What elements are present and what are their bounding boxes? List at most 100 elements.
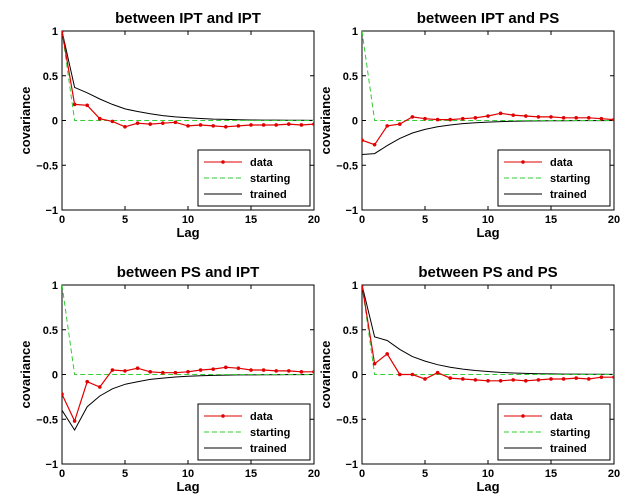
x-axis-label: Lag — [176, 479, 199, 494]
data-point — [161, 121, 165, 125]
y-tick-label: 0 — [352, 116, 358, 128]
chart-panel-2: 0 5 10 15 20 −1 −0.5 0 0.5 1 between IPT and PS Lag… — [318, 10, 620, 240]
data-point — [236, 366, 241, 371]
data-point — [224, 124, 228, 129]
series-line-starting — [62, 31, 314, 121]
data-point — [524, 114, 528, 118]
series-group — [362, 285, 614, 383]
y-tick-label: −0.5 — [336, 160, 358, 172]
legend-label-data: data — [550, 157, 574, 169]
data-point — [299, 370, 304, 374]
data-point — [274, 369, 279, 373]
data-point — [486, 378, 490, 383]
data-point — [524, 378, 528, 383]
data-point — [211, 124, 215, 128]
data-point — [123, 124, 127, 129]
y-tick-label: −0.5 — [336, 414, 358, 426]
data-point — [599, 375, 604, 379]
y-tick-label: −1 — [345, 205, 358, 217]
data-point — [536, 378, 541, 382]
legend-label-starting: starting — [250, 173, 290, 185]
data-point — [173, 370, 178, 375]
x-tick-label: 5 — [422, 214, 428, 226]
legend: data starting trained — [497, 149, 611, 207]
data-point — [435, 370, 440, 375]
data-point — [236, 124, 241, 128]
series-line-starting — [362, 285, 614, 375]
legend-label-trained: trained — [250, 443, 287, 455]
data-point — [511, 378, 515, 382]
chart-title: between IPT and IPT — [115, 10, 261, 27]
data-point — [448, 117, 453, 122]
x-tick-label: 10 — [182, 214, 194, 226]
data-point — [261, 368, 266, 372]
legend-label-data: data — [250, 411, 274, 423]
data-point — [123, 369, 127, 373]
legend-label-trained: trained — [550, 443, 587, 455]
x-tick-label: 20 — [608, 214, 620, 226]
chart-title: between IPT and PS — [417, 10, 560, 27]
y-axis-label: covariance — [18, 87, 33, 155]
data-point — [398, 122, 402, 126]
x-tick-label: 10 — [182, 468, 194, 480]
data-point — [72, 419, 77, 423]
data-point — [211, 367, 215, 371]
data-point — [561, 377, 566, 381]
legend-label-trained: trained — [550, 189, 587, 201]
y-tick-label: 0.5 — [43, 325, 58, 337]
data-point — [186, 124, 190, 128]
x-tick-label: 5 — [122, 468, 128, 480]
data-point — [372, 361, 377, 366]
series-group — [362, 31, 614, 155]
data-point — [385, 124, 390, 128]
data-point — [85, 103, 89, 108]
y-tick-label: 1 — [352, 280, 358, 292]
data-point — [561, 116, 566, 120]
legend-label-data: data — [550, 411, 574, 423]
data-point — [98, 116, 102, 121]
chart-panel-3: 0 5 10 15 20 −1 −0.5 0 0.5 1 between PS and IPT Lag… — [18, 264, 320, 494]
y-tick-label: 0 — [52, 116, 58, 128]
legend-label-trained: trained — [250, 189, 287, 201]
legend-marker — [521, 160, 525, 164]
series-line-trained — [362, 285, 614, 375]
data-point — [423, 116, 427, 121]
legend-label-data: data — [250, 157, 274, 169]
y-tick-label: −0.5 — [36, 160, 58, 172]
chart-panel-4: 0 5 10 15 20 −1 −0.5 0 0.5 1 between PS and PS Lag c… — [318, 264, 620, 494]
x-tick-label: 20 — [608, 468, 620, 480]
y-tick-label: 1 — [52, 26, 58, 38]
y-tick-label: 1 — [52, 280, 58, 292]
series-line-starting — [62, 285, 314, 375]
data-point — [362, 285, 364, 287]
data-point — [536, 115, 541, 119]
chart-title: between PS and IPT — [117, 264, 260, 281]
x-axis-label: Lag — [476, 225, 499, 240]
legend-label-starting: starting — [550, 427, 590, 439]
legend: data starting trained — [197, 149, 311, 207]
data-point — [612, 375, 614, 379]
data-point — [410, 115, 415, 119]
data-point — [148, 122, 152, 126]
data-point — [274, 123, 279, 127]
data-point — [224, 365, 228, 370]
y-tick-label: −1 — [345, 459, 358, 471]
y-tick-label: −1 — [45, 205, 58, 217]
data-point — [62, 31, 64, 33]
legend-marker — [221, 160, 225, 164]
data-point — [186, 370, 190, 374]
x-tick-label: 10 — [482, 214, 494, 226]
y-tick-label: −1 — [45, 459, 58, 471]
data-point — [574, 376, 578, 380]
data-point — [362, 138, 364, 142]
x-tick-label: 15 — [545, 214, 557, 226]
data-point — [312, 122, 314, 126]
legend-label-starting: starting — [550, 173, 590, 185]
x-tick-label: 0 — [359, 214, 365, 226]
data-point — [62, 392, 64, 396]
chart-panel-1: 0 5 10 15 20 −1 −0.5 0 0.5 1 between IPT and IPT La… — [18, 10, 320, 240]
data-point — [161, 370, 165, 375]
x-tick-label: 5 — [122, 214, 128, 226]
x-tick-label: 0 — [359, 468, 365, 480]
data-point — [587, 116, 591, 120]
